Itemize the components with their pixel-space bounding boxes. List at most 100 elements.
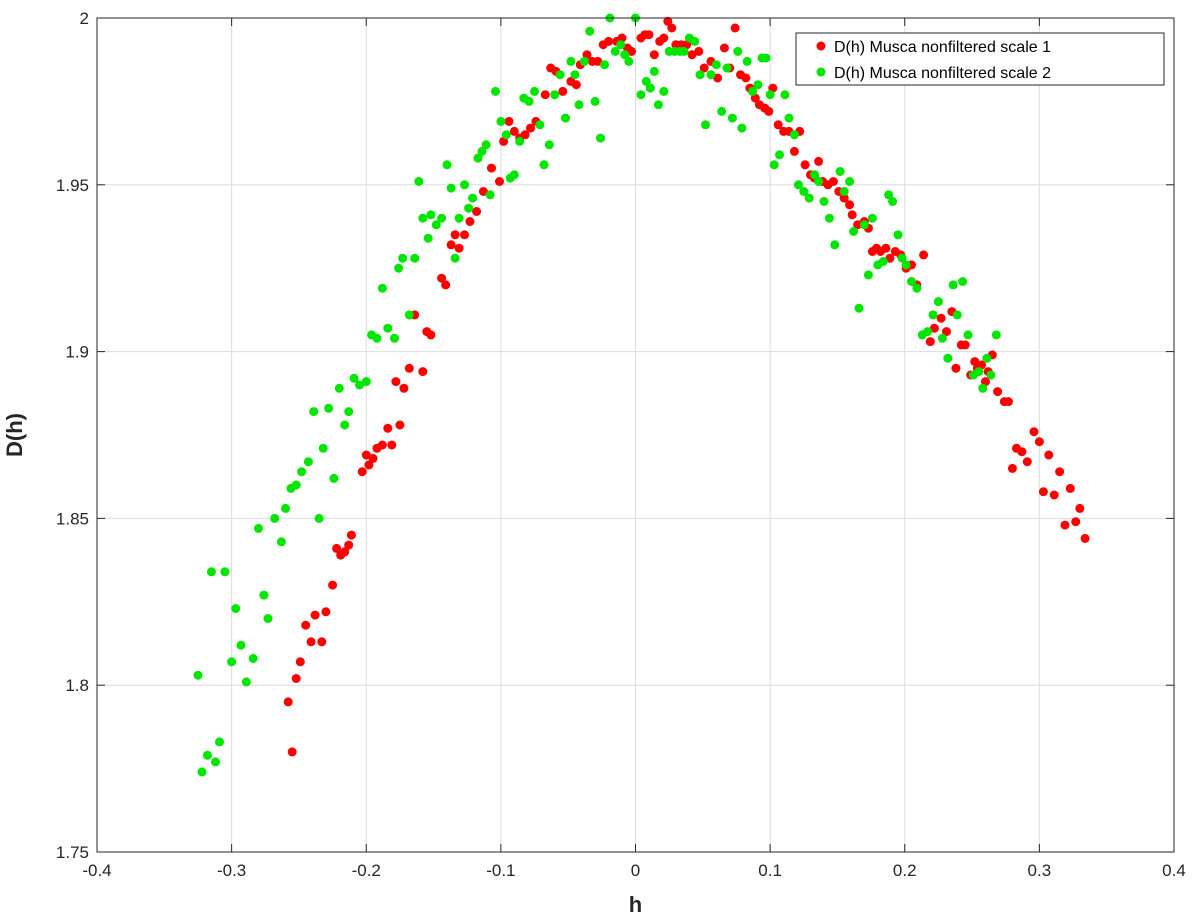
data-point-scale-2: [933, 297, 943, 307]
data-point-scale-1: [951, 363, 961, 373]
legend-marker-scale-2: [816, 67, 826, 77]
data-point-scale-2: [901, 260, 911, 270]
data-point-scale-2: [259, 590, 269, 600]
data-point-scale-2: [810, 170, 820, 180]
data-point-scale-2: [849, 227, 859, 236]
data-point-scale-2: [496, 116, 506, 126]
data-point-scale-2: [263, 614, 273, 623]
data-point-scale-2: [574, 100, 584, 110]
data-point-scale-2: [314, 513, 324, 523]
data-point-scale-1: [839, 193, 849, 203]
data-point-scale-1: [446, 240, 456, 250]
y-axis-label: D(h): [2, 413, 27, 457]
data-point-scale-2: [819, 197, 829, 206]
data-point-scale-2: [982, 353, 992, 363]
data-point-scale-1: [713, 73, 723, 83]
data-point-scale-2: [410, 253, 420, 263]
data-point-scale-2: [824, 213, 834, 223]
data-point-scale-2: [291, 480, 301, 490]
data-point-scale-2: [390, 333, 399, 343]
data-point-scale-2: [491, 86, 500, 96]
data-point-scale-1: [1071, 517, 1081, 527]
data-point-scale-2: [717, 106, 727, 116]
data-point-scale-2: [579, 56, 589, 66]
data-point-scale-1: [509, 126, 519, 136]
data-point-scale-1: [942, 327, 951, 337]
data-point-scale-1: [1060, 520, 1070, 530]
data-point-scale-1: [1007, 463, 1017, 473]
data-point-scale-2: [344, 407, 354, 417]
data-point-scale-1: [520, 130, 530, 140]
data-point-scale-1: [504, 116, 514, 126]
data-point-scale-1: [730, 23, 740, 33]
data-point-scale-1: [291, 674, 301, 683]
data-point-scale-1: [627, 46, 636, 56]
data-point-scale-2: [610, 46, 620, 56]
data-point-scale-2: [761, 53, 771, 63]
data-point-scale-2: [784, 113, 794, 123]
data-point-scale-2: [978, 383, 988, 393]
data-point-scale-1: [659, 33, 669, 43]
data-point-scale-2: [309, 407, 319, 417]
data-point-scale-1: [881, 243, 891, 253]
data-point-scale-2: [524, 96, 534, 106]
data-point-scale-2: [923, 327, 933, 337]
data-point-scale-2: [570, 70, 580, 80]
data-point-scale-1: [391, 377, 401, 387]
data-point-scale-2: [620, 50, 630, 60]
data-point-scale-1: [800, 160, 810, 170]
data-point-scale-2: [377, 283, 387, 293]
data-point-scale-2: [948, 280, 958, 290]
series-scale-1: [283, 16, 1090, 757]
data-point-scale-2: [928, 310, 938, 320]
data-point-scale-1: [929, 323, 939, 333]
data-point-scale-2: [349, 373, 359, 383]
y-tick-label: 1.75: [56, 843, 89, 862]
data-point-scale-2: [888, 197, 898, 206]
data-point-scale-2: [477, 146, 487, 156]
data-point-scale-1: [441, 280, 451, 290]
data-point-scale-2: [780, 90, 790, 100]
data-point-scale-1: [344, 540, 354, 550]
data-point-scale-2: [215, 737, 224, 747]
data-point-scale-2: [442, 160, 452, 170]
data-point-scale-1: [789, 146, 799, 156]
data-point-scale-1: [1003, 397, 1013, 407]
data-point-scale-1: [526, 123, 535, 133]
data-point-scale-2: [555, 70, 565, 80]
data-point-scale-2: [958, 277, 968, 286]
data-point-scale-2: [501, 130, 511, 140]
data-point-scale-1: [426, 330, 436, 340]
y-tick-label: 1.95: [56, 176, 89, 195]
data-point-scale-1: [764, 106, 774, 116]
data-point-scale-2: [711, 60, 721, 70]
y-tick-label: 1.9: [65, 343, 89, 362]
data-point-scale-2: [450, 253, 460, 263]
data-point-scale-2: [236, 640, 246, 650]
data-point-scale-1: [1029, 427, 1039, 437]
legend-label-scale-2: D(h) Musca nonfiltered scale 2: [834, 65, 1051, 82]
data-point-scale-1: [478, 187, 488, 196]
data-point-scale-1: [301, 620, 311, 630]
data-point-scale-2: [220, 567, 230, 577]
data-point-scale-2: [641, 76, 651, 86]
data-point-scale-1: [1065, 483, 1075, 493]
x-tick-label: -0.4: [82, 861, 111, 880]
data-point-scale-2: [383, 323, 393, 333]
data-point-scale-2: [539, 160, 549, 170]
data-point-scale-1: [687, 50, 697, 60]
data-point-scale-2: [437, 213, 447, 223]
data-point-scale-2: [649, 66, 659, 76]
data-point-scale-2: [590, 96, 600, 106]
data-point-scale-2: [550, 90, 560, 100]
data-point-scale-2: [636, 90, 646, 100]
data-point-scale-2: [907, 277, 916, 286]
data-point-scale-2: [645, 83, 655, 93]
data-point-scale-1: [454, 243, 464, 253]
data-point-scale-1: [328, 580, 338, 590]
data-point-scale-2: [943, 353, 953, 363]
data-point-scale-1: [540, 90, 550, 100]
data-point-scale-1: [306, 637, 316, 647]
data-point-scale-1: [814, 156, 824, 166]
